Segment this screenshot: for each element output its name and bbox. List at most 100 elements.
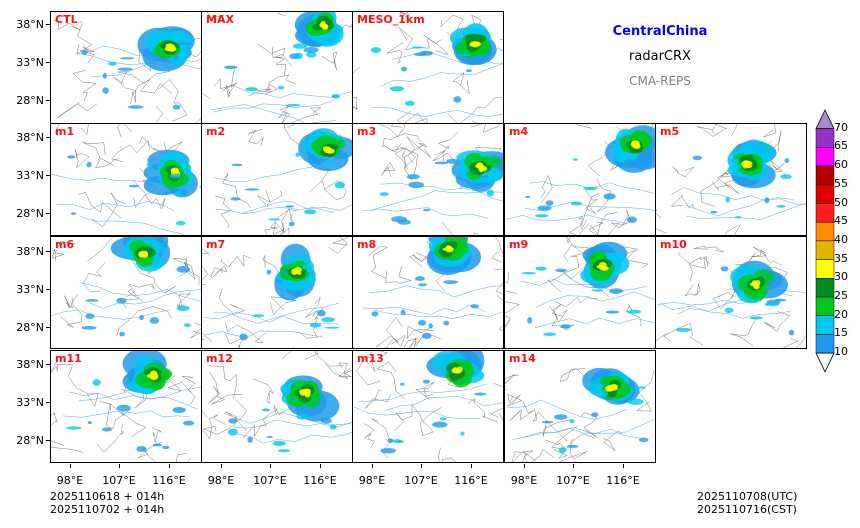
province-boundary (190, 323, 201, 338)
province-boundary (176, 453, 192, 462)
province-boundary (157, 79, 188, 122)
province-boundary (111, 139, 150, 162)
province-boundary (711, 124, 738, 137)
radar-echo (128, 105, 144, 109)
radar-echo (324, 326, 340, 329)
radar-echo (239, 333, 248, 341)
province-boundary (242, 408, 279, 439)
panel-label: m10 (660, 238, 687, 251)
colorbar-extend-min (815, 352, 835, 373)
colorbar-label: 15 (834, 326, 848, 340)
radar-echo (481, 175, 488, 178)
province-boundary (540, 174, 553, 203)
province-boundary (447, 97, 503, 123)
river-line (373, 309, 503, 319)
province-boundary (494, 268, 503, 295)
radar-echo (605, 386, 614, 392)
lon-tick-mark (573, 464, 574, 468)
lat-tick: 38°N (16, 131, 44, 144)
river-line (236, 432, 352, 444)
province-boundary (490, 383, 503, 418)
river-line (56, 200, 176, 212)
radar-echo (71, 212, 76, 215)
radar-echo (176, 265, 190, 273)
colorbar-label: 25 (834, 289, 848, 302)
province-boundary (126, 283, 155, 297)
province-boundary (663, 323, 703, 346)
panel-m8: m8 (352, 236, 504, 349)
radar-echo (560, 324, 571, 329)
radar-echo (735, 216, 742, 219)
radar-echo (525, 196, 531, 198)
radar-echo (81, 326, 97, 330)
radar-echo (404, 100, 415, 106)
colorbar-segment (815, 203, 835, 223)
colorbar-label: 60 (834, 158, 848, 172)
province-boundary (176, 292, 191, 309)
radar-echo (591, 412, 599, 417)
lat-tick: 28°N (16, 321, 44, 334)
province-boundary (202, 92, 210, 99)
radar-echo (319, 22, 326, 28)
river-line (235, 86, 352, 99)
province-boundary (298, 307, 324, 339)
radar-echo (572, 158, 579, 161)
radar-echo (470, 304, 479, 309)
panel-map (53, 12, 201, 123)
radar-echo (184, 323, 191, 327)
river-line (358, 383, 487, 403)
radar-echo (743, 160, 753, 166)
radar-echo (173, 55, 180, 60)
panel-label: m9 (509, 238, 529, 251)
radar-echo (457, 53, 471, 57)
province-boundary (51, 440, 84, 453)
radar-echo (176, 305, 190, 311)
province-boundary (437, 447, 457, 462)
radar-echo (116, 297, 127, 304)
province-boundary (78, 192, 122, 219)
panel-label: MAX (206, 13, 234, 26)
radar-echo (534, 214, 549, 218)
radar-echo (275, 279, 283, 284)
radar-echo (288, 221, 295, 227)
province-boundary (396, 111, 428, 123)
radar-echo (81, 50, 88, 55)
radar-echo (66, 426, 82, 430)
province-boundary (363, 423, 376, 449)
radar-echo (749, 316, 763, 320)
radar-echo (766, 302, 780, 307)
lon-tick: 98°E (207, 474, 235, 487)
province-boundary (82, 262, 106, 292)
colorbar-label: 65 (834, 139, 848, 153)
radar-echo (447, 247, 454, 251)
river-line (212, 302, 340, 324)
province-boundary (215, 195, 232, 229)
radar-echo (422, 332, 432, 339)
province-boundary (76, 21, 92, 55)
province-boundary (72, 70, 97, 102)
radar-echo (102, 72, 107, 79)
radar-echo (788, 329, 795, 336)
province-boundary (636, 370, 655, 412)
radar-echo (292, 43, 308, 49)
province-boundary (677, 251, 710, 269)
radar-echo (725, 196, 730, 203)
radar-echo (535, 266, 547, 271)
province-boundary (305, 297, 321, 318)
radar-echo (141, 252, 149, 258)
colorbar-segment (815, 334, 835, 354)
province-boundary (670, 195, 694, 209)
radar-echo (152, 443, 162, 447)
province-boundary (208, 371, 220, 404)
river-line (210, 104, 337, 123)
province-boundary (117, 124, 132, 137)
province-boundary (248, 128, 264, 146)
province-boundary (278, 12, 286, 16)
colorbar-segment (815, 184, 835, 204)
province-boundary (132, 179, 166, 210)
radar-echo (302, 265, 308, 270)
radar-echo (329, 424, 337, 430)
lat-tick-mark (46, 402, 50, 403)
radar-echo (543, 332, 557, 336)
province-boundary (394, 403, 421, 431)
